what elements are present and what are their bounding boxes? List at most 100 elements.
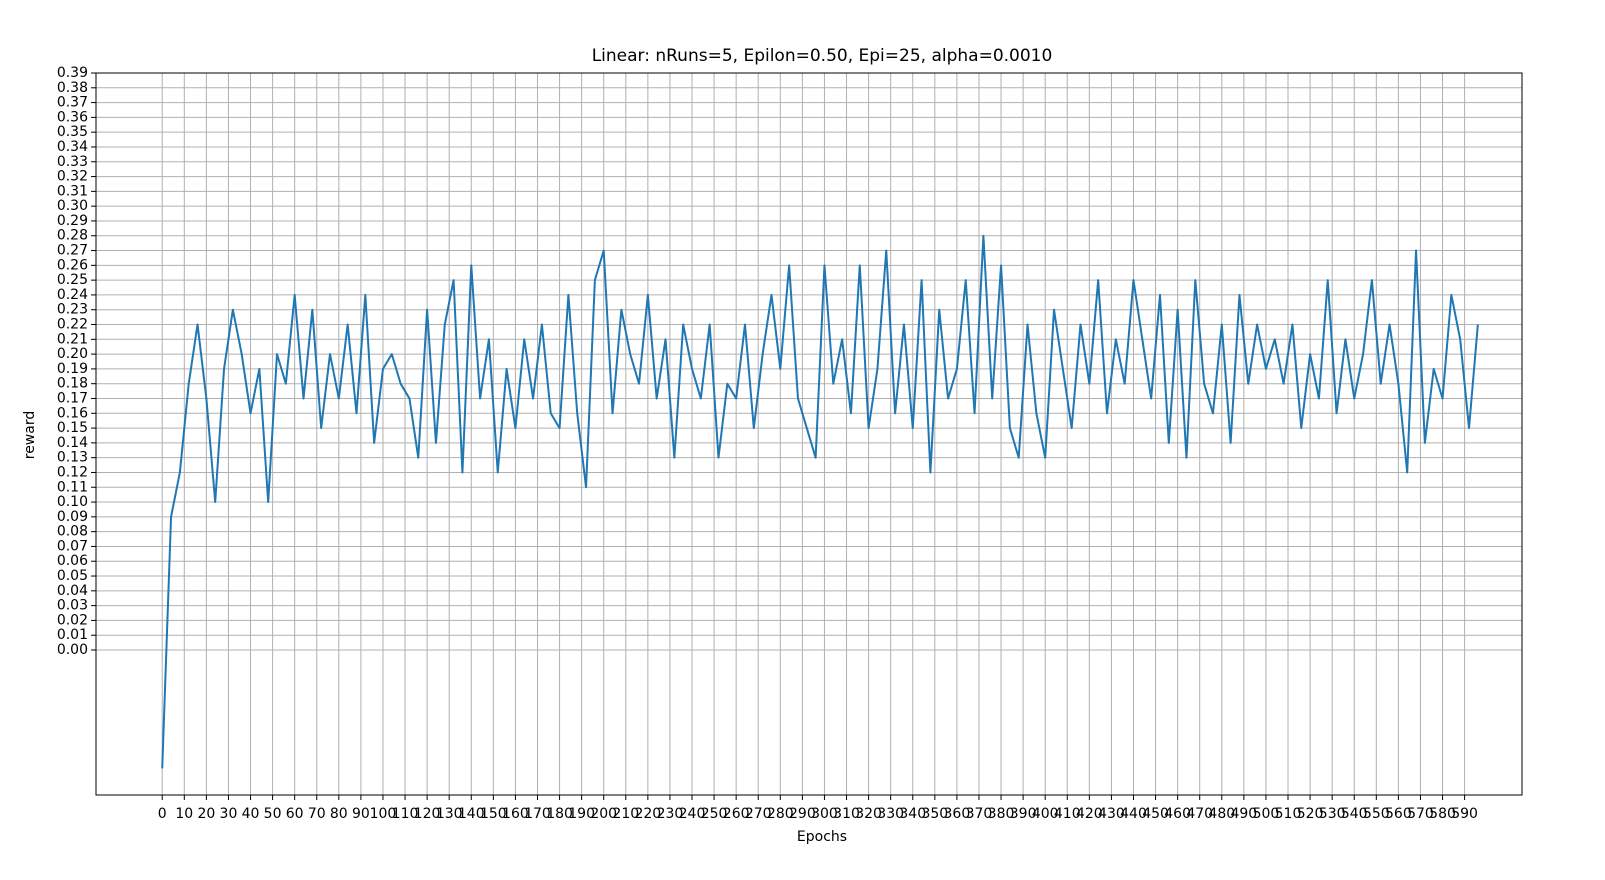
x-tick-label: 540: [1341, 806, 1368, 822]
x-tick-label: 140: [458, 806, 485, 822]
x-tick-label: 370: [966, 806, 993, 822]
x-tick-label: 90: [352, 806, 370, 822]
y-tick-label: 0.12: [57, 464, 88, 480]
x-tick-label: 550: [1363, 806, 1390, 822]
x-tick-label: 180: [546, 806, 573, 822]
y-tick-label: 0.30: [57, 198, 88, 214]
y-tick-label: 0.18: [57, 376, 88, 392]
x-tick-label: 420: [1076, 806, 1103, 822]
x-tick-label: 290: [789, 806, 816, 822]
x-tick-label: 270: [745, 806, 772, 822]
y-tick-label: 0.25: [57, 272, 88, 288]
y-tick-label: 0.19: [57, 361, 88, 377]
y-tick-label: 0.05: [57, 568, 88, 584]
y-tick-label: 0.23: [57, 302, 88, 318]
x-tick-label: 590: [1451, 806, 1478, 822]
x-axis-label: Epochs: [797, 829, 847, 845]
y-tick-label: 0.10: [57, 494, 88, 510]
y-tick-label: 0.35: [57, 124, 88, 140]
x-tick-label: 200: [590, 806, 617, 822]
x-tick-label: 440: [1120, 806, 1147, 822]
x-tick-label: 80: [330, 806, 348, 822]
x-tick-label: 30: [220, 806, 238, 822]
x-tick-label: 340: [899, 806, 926, 822]
x-tick-label: 300: [811, 806, 838, 822]
x-tick-label: 250: [701, 806, 728, 822]
y-tick-label: 0.01: [57, 627, 88, 643]
x-tick-label: 450: [1142, 806, 1169, 822]
x-tick-label: 60: [286, 806, 304, 822]
y-tick-label: 0.17: [57, 390, 88, 406]
y-tick-label: 0.00: [57, 642, 88, 658]
x-tick-label: 480: [1208, 806, 1235, 822]
x-tick-label: 530: [1319, 806, 1346, 822]
x-tick-label: 260: [723, 806, 750, 822]
y-tick-label: 0.38: [57, 80, 88, 96]
x-tick-label: 280: [767, 806, 794, 822]
y-tick-label: 0.27: [57, 243, 88, 259]
y-tick-label: 0.02: [57, 612, 88, 628]
x-tick-label: 160: [502, 806, 529, 822]
y-tick-label: 0.24: [57, 287, 88, 303]
x-tick-label: 310: [833, 806, 860, 822]
y-tick-label: 0.31: [57, 183, 88, 199]
y-tick-label: 0.16: [57, 405, 88, 421]
x-tick-label: 430: [1098, 806, 1125, 822]
y-tick-label: 0.39: [57, 65, 88, 81]
y-tick-label: 0.36: [57, 109, 88, 125]
x-tick-label: 470: [1186, 806, 1213, 822]
x-tick-label: 560: [1385, 806, 1412, 822]
x-tick-label: 580: [1429, 806, 1456, 822]
y-tick-label: 0.15: [57, 420, 88, 436]
x-tick-label: 240: [679, 806, 706, 822]
y-tick-label: 0.32: [57, 169, 88, 185]
y-tick-label: 0.04: [57, 583, 88, 599]
y-tick-label: 0.26: [57, 257, 88, 273]
y-tick-label: 0.06: [57, 553, 88, 569]
x-tick-label: 410: [1054, 806, 1081, 822]
x-tick-label: 70: [308, 806, 326, 822]
x-tick-label: 110: [392, 806, 419, 822]
y-tick-label: 0.09: [57, 509, 88, 525]
x-tick-label: 220: [634, 806, 661, 822]
y-tick-label: 0.11: [57, 479, 88, 495]
x-tick-label: 380: [988, 806, 1015, 822]
line-series: [161, 234, 1479, 769]
y-tick-label: 0.21: [57, 331, 88, 347]
x-tick-label: 10: [175, 806, 193, 822]
x-tick-label: 150: [480, 806, 507, 822]
y-tick-label: 0.08: [57, 524, 88, 540]
y-tick-label: 0.03: [57, 598, 88, 614]
chart-title: Linear: nRuns=5, Epilon=0.50, Epi=25, al…: [592, 46, 1053, 66]
x-tick-label: 460: [1164, 806, 1191, 822]
y-axis-label: reward: [22, 411, 38, 460]
plot-frame: [95, 72, 1523, 796]
x-tick-label: 230: [657, 806, 684, 822]
x-tick-label: 520: [1297, 806, 1324, 822]
x-tick-label: 210: [612, 806, 639, 822]
x-tick-label: 390: [1010, 806, 1037, 822]
x-tick-label: 570: [1407, 806, 1434, 822]
x-tick-label: 130: [436, 806, 463, 822]
x-tick-label: 490: [1230, 806, 1257, 822]
y-tick-label: 0.20: [57, 346, 88, 362]
x-tick-label: 500: [1253, 806, 1280, 822]
x-tick-label: 120: [414, 806, 441, 822]
x-tick-label: 400: [1032, 806, 1059, 822]
y-tick-label: 0.14: [57, 435, 88, 451]
x-tick-label: 190: [568, 806, 595, 822]
x-tick-label: 350: [921, 806, 948, 822]
y-tick-label: 0.28: [57, 228, 88, 244]
y-tick-label: 0.07: [57, 538, 88, 554]
x-tick-label: 40: [242, 806, 260, 822]
x-tick-label: 330: [877, 806, 904, 822]
y-tick-label: 0.13: [57, 450, 88, 466]
y-tick-label: 0.34: [57, 139, 88, 155]
x-tick-label: 360: [944, 806, 971, 822]
y-tick-label: 0.29: [57, 213, 88, 229]
x-tick-label: 170: [524, 806, 551, 822]
y-tick-label: 0.37: [57, 95, 88, 111]
x-tick-label: 20: [197, 806, 215, 822]
x-tick-label: 100: [370, 806, 397, 822]
